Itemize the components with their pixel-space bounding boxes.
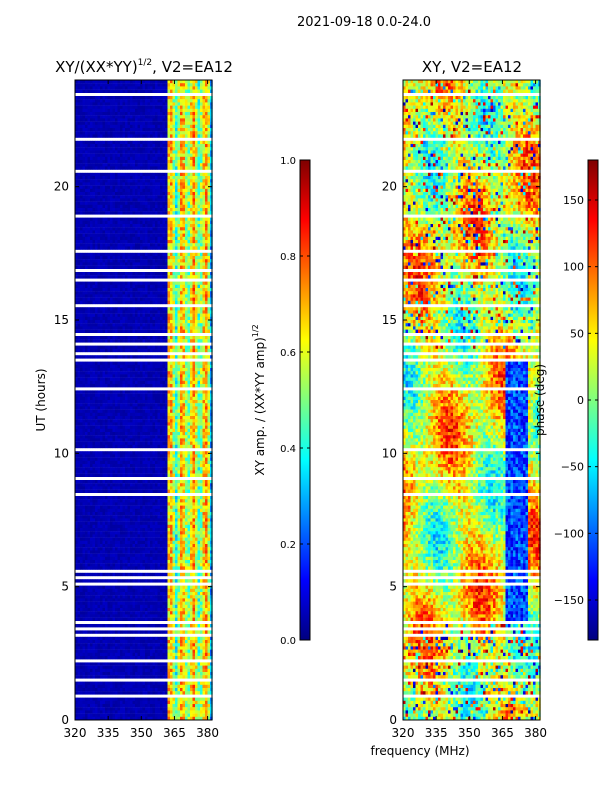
colorbar-tick-label: 0.6 [280, 348, 296, 359]
amplitude-colorbar-label: XY amp. / (XX*YY amp)1/2 [251, 324, 267, 475]
left-panel-title: XY/(XX*YY)1/2, V2=EA12 [55, 58, 233, 76]
x-tick-label: 320 [392, 726, 415, 740]
figure: 2021-09-18 0.0-24.0 XY/(XX*YY)1/2, V2=EA… [0, 0, 600, 800]
x-tick-label: 350 [130, 726, 153, 740]
colorbar-tick-label: 100 [563, 261, 584, 274]
colorbar-tick-label: 50 [570, 327, 584, 340]
y-tick-label: 0 [61, 713, 69, 727]
left-ylabel: UT (hours) [34, 368, 48, 431]
phase-colorbar: −150 −100 −50 0 50 100 150 [554, 160, 598, 640]
colorbar-tick-label: 0 [577, 394, 584, 407]
right-heatmap [403, 80, 541, 720]
x-tick-label: 320 [64, 726, 87, 740]
colorbar-tick-label: −150 [554, 594, 584, 607]
y-tick-label: 15 [54, 313, 69, 327]
left-title-tail: , V2=EA12 [152, 58, 233, 76]
y-tick-label: 5 [389, 580, 397, 594]
x-tick-label: 335 [425, 726, 448, 740]
colorbar-tick-label: 0.0 [280, 636, 296, 647]
y-tick-label: 20 [54, 180, 69, 194]
colorbar-tick-label: −100 [554, 527, 584, 540]
y-tick-label: 5 [61, 580, 69, 594]
y-tick-label: 0 [389, 713, 397, 727]
left-title-main: XY/(XX*YY) [55, 58, 138, 76]
x-tick-label: 380 [524, 726, 547, 740]
y-tick-label: 10 [382, 446, 397, 460]
x-tick-label: 380 [196, 726, 219, 740]
y-tick-label: 20 [382, 180, 397, 194]
colorbar-gradient [300, 160, 310, 640]
phase-colorbar-label: phase (deg) [533, 364, 547, 436]
amplitude-colorbar: 0.0 0.2 0.4 0.6 0.8 1.0 [280, 156, 310, 647]
amp-cbar-label-sup: 1/2 [251, 324, 260, 337]
x-tick-label: 365 [491, 726, 514, 740]
colorbar-tick-label: 150 [563, 194, 584, 207]
colorbar-tick-label: 0.4 [280, 444, 296, 455]
amp-cbar-label-main: XY amp. / (XX*YY amp) [253, 337, 267, 475]
figure-suptitle: 2021-09-18 0.0-24.0 [297, 15, 431, 30]
left-title-sup: 1/2 [138, 58, 152, 68]
right-panel-title: XY, V2=EA12 [422, 58, 522, 76]
x-tick-label: 350 [458, 726, 481, 740]
shared-xlabel: frequency (MHz) [370, 744, 469, 758]
x-tick-label: 365 [163, 726, 186, 740]
y-tick-label: 15 [382, 313, 397, 327]
colorbar-tick-label: 0.8 [280, 252, 296, 263]
x-tick-label: 335 [97, 726, 120, 740]
colorbar-tick-label: 1.0 [280, 156, 296, 167]
left-heatmap [75, 80, 213, 720]
y-tick-label: 10 [54, 446, 69, 460]
colorbar-tick-label: −50 [561, 461, 584, 474]
colorbar-tick-label: 0.2 [280, 540, 296, 551]
